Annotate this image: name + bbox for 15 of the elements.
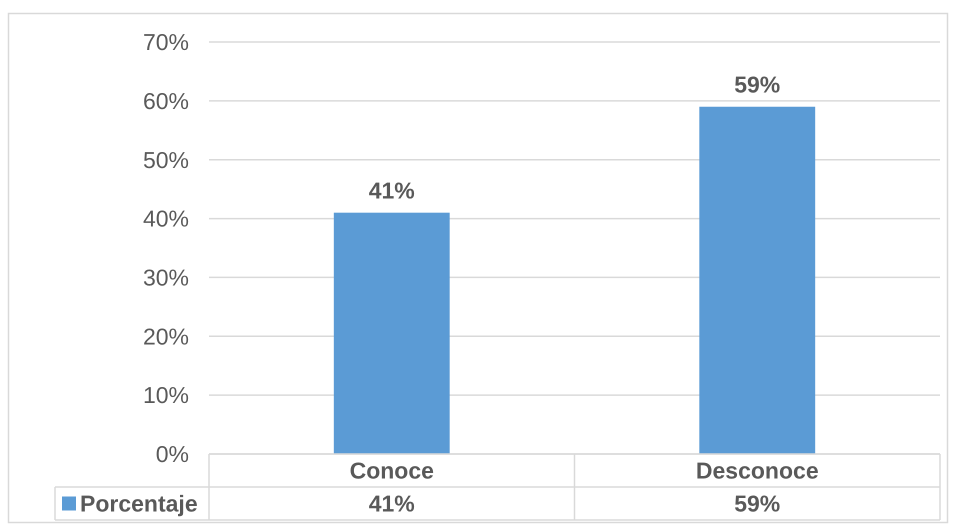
y-tick-label: 70% — [142, 29, 189, 56]
y-tick-label: 40% — [142, 206, 189, 232]
y-tick-label: 10% — [142, 382, 189, 408]
y-tick-label: 60% — [142, 88, 189, 114]
y-tick-label: 20% — [142, 323, 189, 350]
x-tick-label: Desconoce — [696, 458, 819, 484]
data-label: 41% — [368, 490, 415, 517]
text: 59% — [734, 72, 780, 98]
legend-label: Porcentaje — [80, 490, 198, 517]
data-label: 59% — [734, 490, 780, 517]
y-tick-label: 30% — [142, 264, 189, 290]
y-tick-label: 50% — [142, 146, 189, 173]
text: 41% — [368, 178, 415, 204]
y-tick-label: 0% — [156, 441, 189, 468]
x-tick-label: Conoce — [350, 458, 434, 484]
